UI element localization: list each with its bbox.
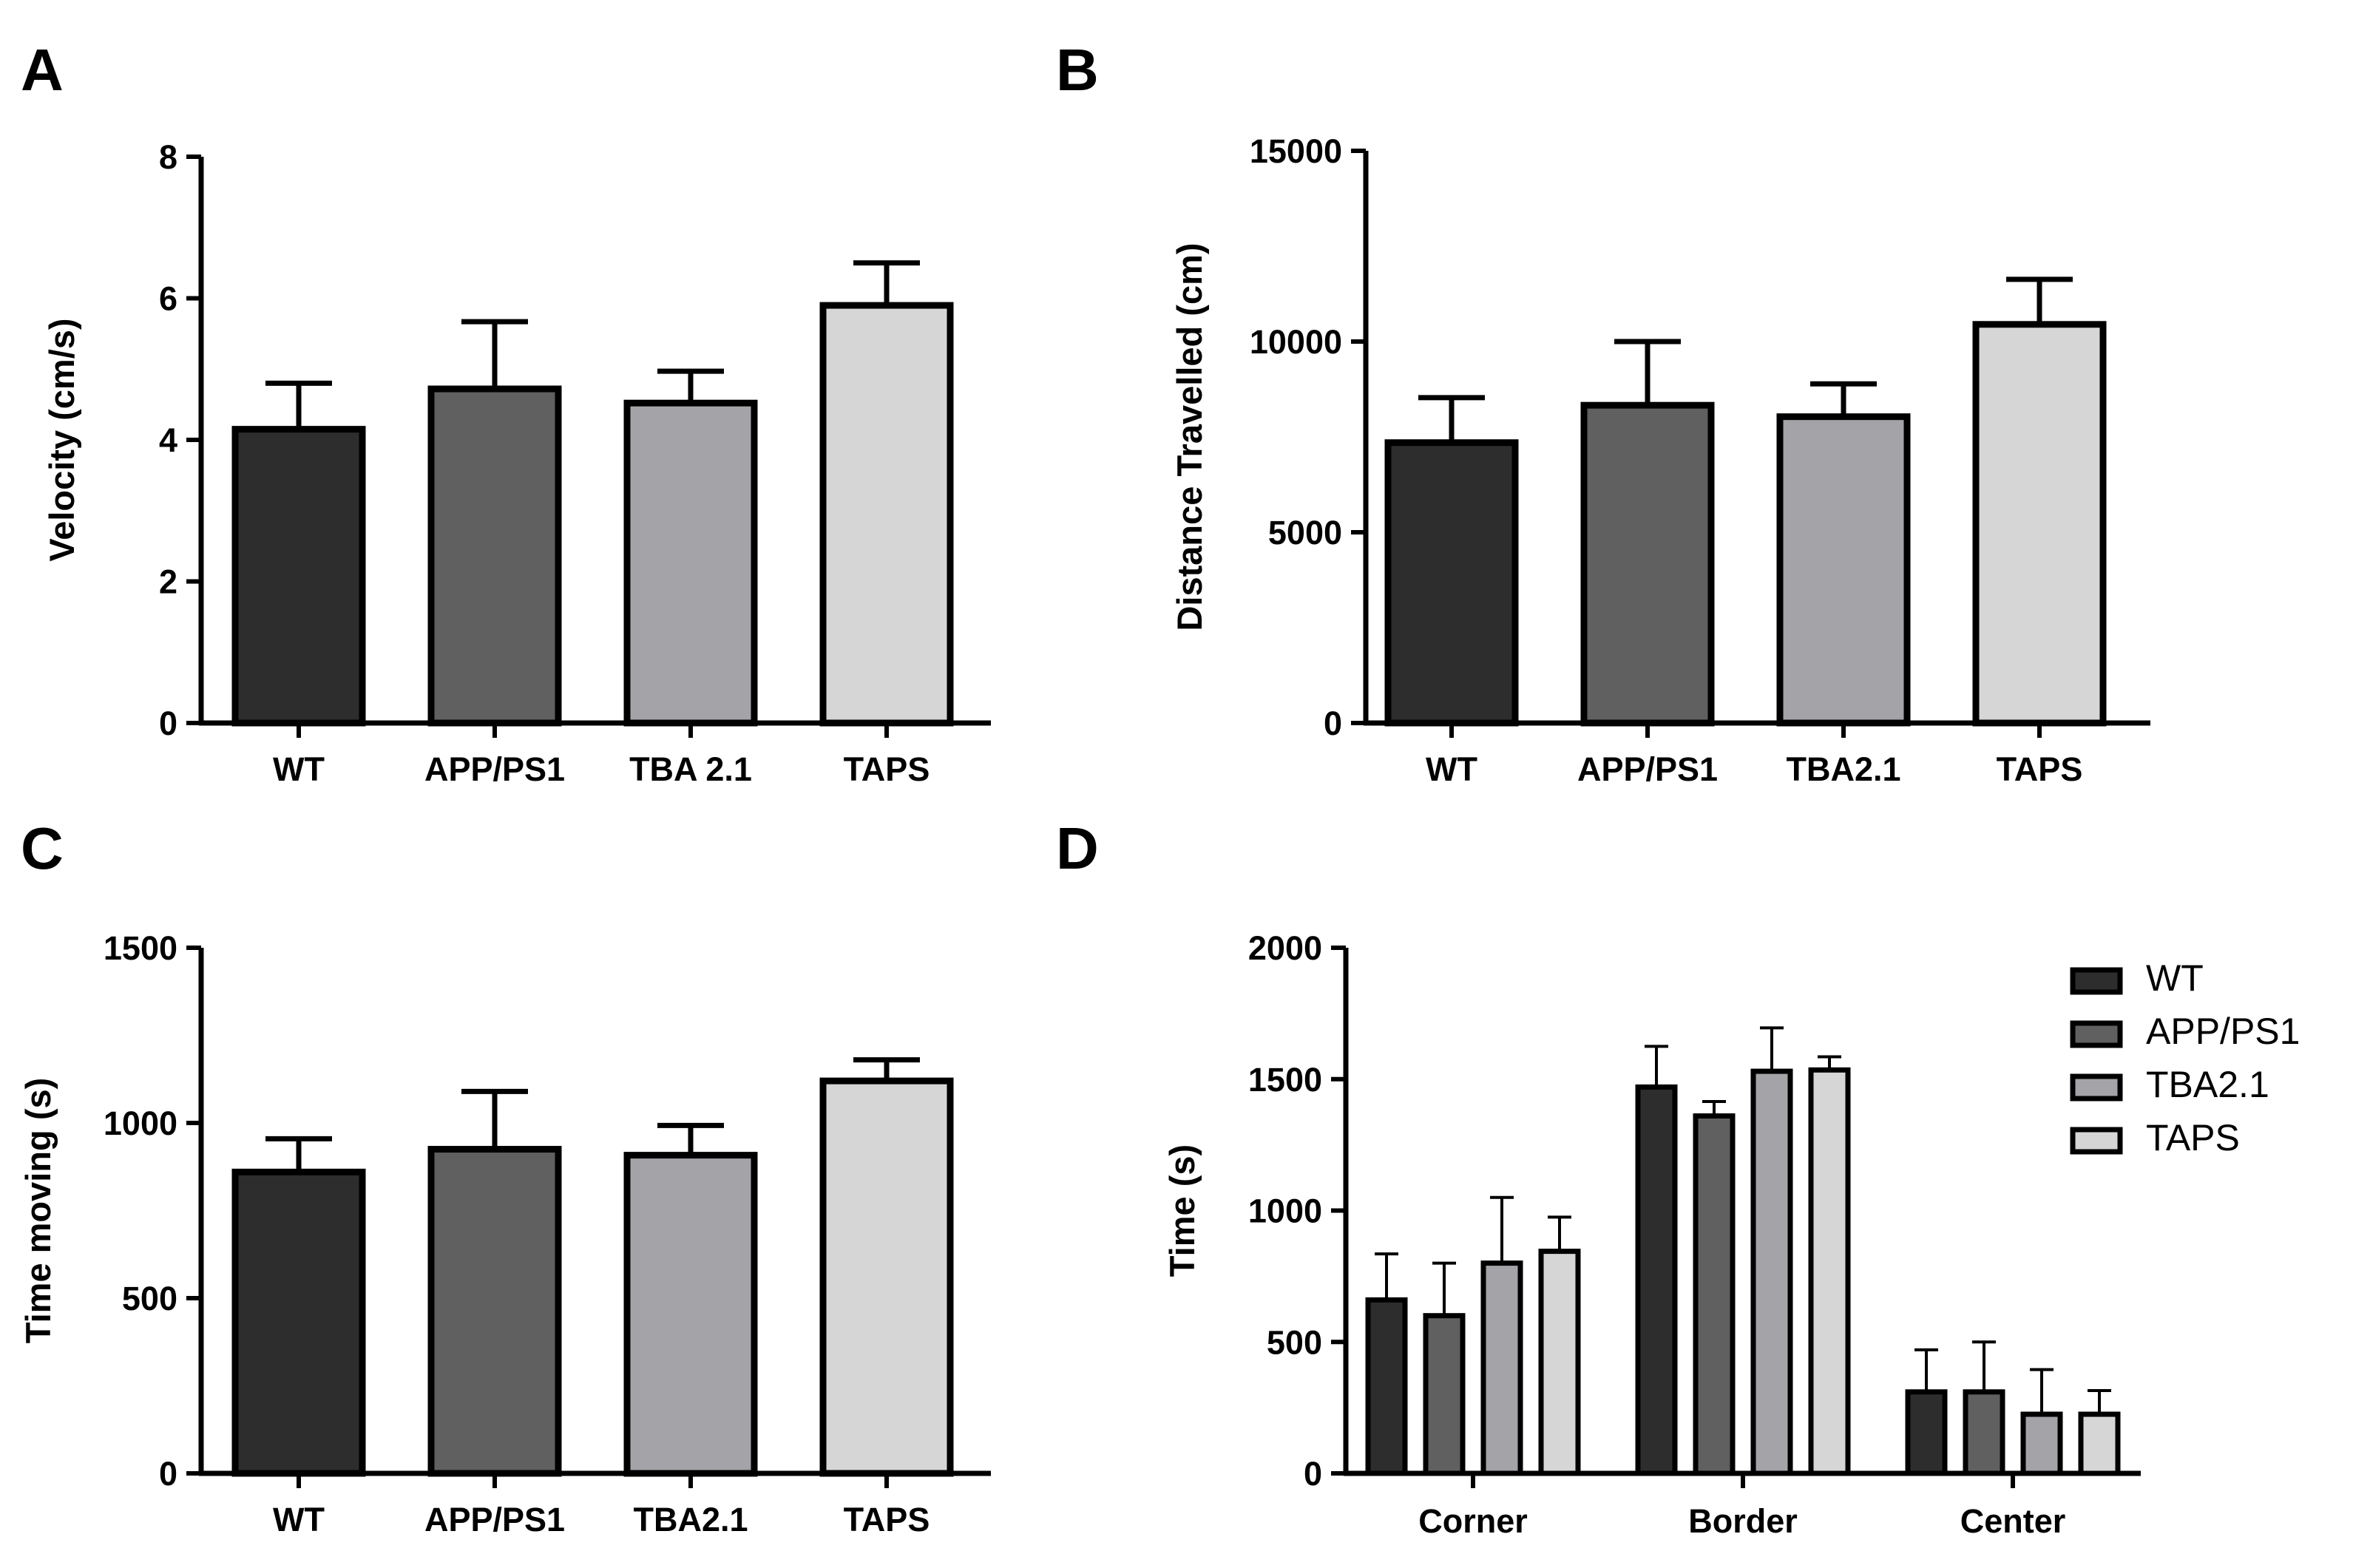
y-tick-label: 4 [159, 421, 177, 459]
y-tick-label: 500 [1267, 1323, 1322, 1361]
legend-label-taps: TAPS [2146, 1117, 2240, 1158]
x-tick-label: WT [273, 750, 325, 788]
x-tick-label: TBA2.1 [633, 1501, 748, 1538]
bar-taps [1972, 321, 2107, 727]
bar-tba2-1-border [1750, 1068, 1793, 1476]
y-tick-label: 0 [1304, 1455, 1322, 1493]
bar-app-ps1 [427, 1146, 562, 1477]
x-tick-label: APP/PS1 [1577, 750, 1718, 788]
bar-app-ps1 [1580, 401, 1715, 727]
x-tick-label: Corner [1418, 1502, 1528, 1540]
x-tick-label: TAPS [844, 750, 930, 788]
bar-wt-border [1635, 1084, 1678, 1476]
panel-letter: B [1056, 37, 1099, 103]
bar-taps-corner [1538, 1249, 1581, 1476]
bar-taps-border [1808, 1067, 1851, 1476]
y-axis-title: Velocity (cm/s) [42, 318, 81, 561]
x-tick-label: APP/PS1 [424, 750, 565, 788]
legend-swatch-wt [2070, 967, 2123, 995]
bar-tba2-1 [623, 1152, 758, 1477]
panel-c: C 0 500 1000 1500 Time moving (s) WT APP/PS1 TBA… [18, 815, 991, 1538]
bar-tba2-1 [1776, 413, 1911, 727]
x-tick-label: TAPS [844, 1501, 930, 1538]
bar-wt-corner [1365, 1297, 1408, 1476]
y-tick-label: 15000 [1250, 132, 1342, 170]
bar-wt [1384, 439, 1519, 727]
x-tick-label: TBA2.1 [1786, 750, 1900, 788]
y-tick-label: 500 [122, 1280, 177, 1317]
bar-wt-center [1905, 1389, 1948, 1476]
bar-app-ps1-corner [1423, 1313, 1466, 1476]
legend-swatch-app-ps1 [2070, 1020, 2123, 1048]
bar-tba2-1-center [2020, 1411, 2063, 1476]
legend-label-tba2-1: TBA2.1 [2146, 1064, 2269, 1105]
legend-swatch-taps [2070, 1127, 2123, 1155]
y-tick-label: 0 [1324, 705, 1342, 742]
panel-letter: C [21, 815, 64, 881]
panel-a: A 0 2 4 6 8 Velocity (cm/s) WT APP/PS1 TBA 2.1 TAP… [21, 37, 991, 788]
y-axis-title: Time (s) [1162, 1144, 1202, 1277]
panel-d: D 0 500 1000 1500 2000 Time (s) Corner Border Cen… [1056, 815, 2300, 1540]
bar-taps-center [2078, 1411, 2121, 1476]
bar-wt [231, 426, 366, 727]
panel-letter: A [21, 37, 64, 103]
bar-app-ps1 [427, 385, 562, 727]
x-tick-label: WT [273, 1501, 325, 1538]
x-tick-label: Border [1688, 1502, 1798, 1540]
panel-b: B 0 5000 10000 15000 Distance Travelled (cm) W… [1056, 37, 2150, 788]
legend-label-app-ps1: APP/PS1 [2146, 1011, 2300, 1052]
x-tick-label: WT [1426, 750, 1477, 788]
bar-app-ps1-border [1693, 1113, 1736, 1476]
bar-tba-2-1 [623, 399, 758, 727]
y-tick-label: 10000 [1250, 323, 1342, 361]
panel-letter: D [1056, 815, 1099, 881]
y-tick-label: 1000 [104, 1104, 177, 1142]
y-tick-label: 1500 [104, 929, 177, 967]
y-tick-label: 5000 [1268, 514, 1342, 551]
y-axis-title: Distance Travelled (cm) [1170, 242, 1209, 631]
bar-tba2-1-corner [1480, 1260, 1523, 1476]
y-tick-label: 6 [159, 280, 177, 318]
x-tick-label: TBA 2.1 [629, 750, 752, 788]
bar-taps [819, 1077, 954, 1477]
x-tick-label: APP/PS1 [424, 1501, 565, 1538]
legend-label-wt: WT [2146, 957, 2204, 999]
y-tick-label: 1500 [1248, 1061, 1322, 1099]
y-tick-label: 8 [159, 138, 177, 176]
legend-swatch-tba2-1 [2070, 1073, 2123, 1102]
bar-taps [819, 302, 954, 727]
x-tick-label: TAPS [1997, 750, 2083, 788]
y-tick-label: 1000 [1248, 1192, 1322, 1230]
bar-app-ps1-center [1963, 1389, 2005, 1476]
y-tick-label: 0 [159, 1455, 177, 1493]
bar-wt [231, 1168, 366, 1477]
legend: WT APP/PS1 TBA2.1 TAPS [2070, 957, 2300, 1158]
y-axis-title: Time moving (s) [18, 1078, 58, 1344]
y-tick-label: 0 [159, 705, 177, 742]
y-tick-label: 2 [159, 563, 177, 601]
x-tick-label: Center [1960, 1502, 2066, 1540]
y-tick-label: 2000 [1248, 929, 1322, 967]
